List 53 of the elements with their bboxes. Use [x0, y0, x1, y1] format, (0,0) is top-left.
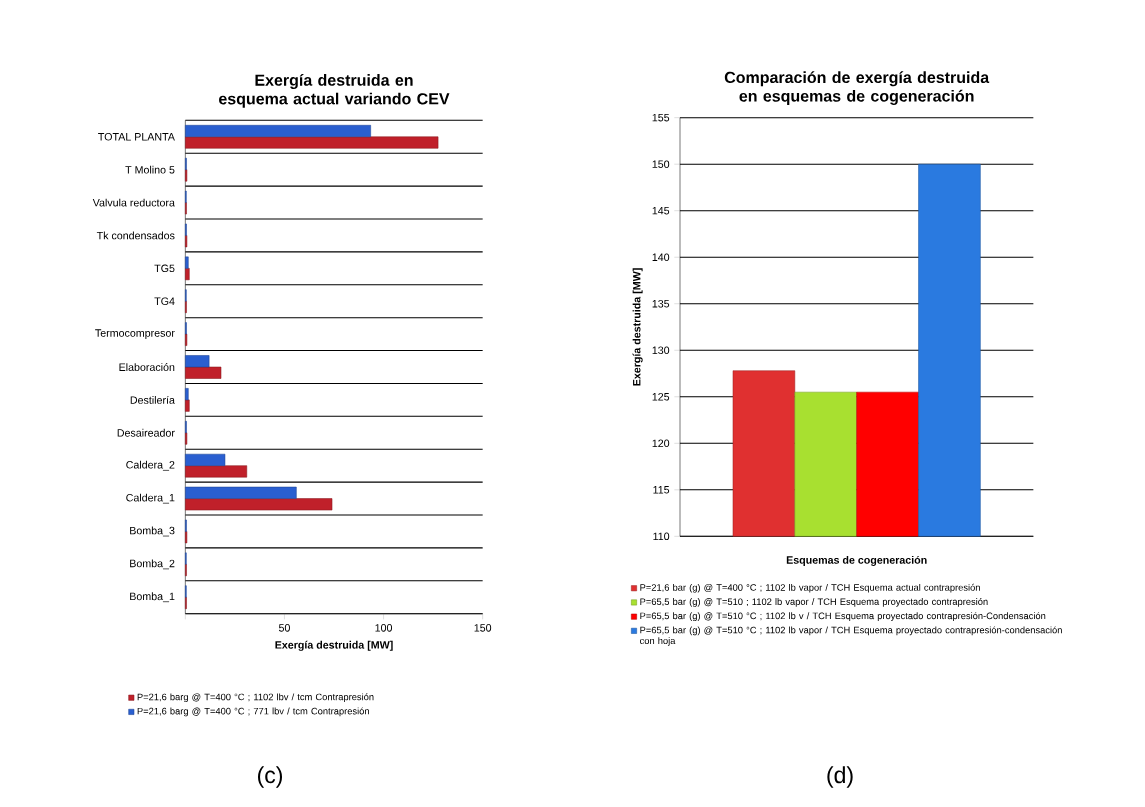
y-tick-label: Elaboración [119, 363, 175, 371]
y-tick-label: Valvula reductora [92, 198, 175, 207]
bar [185, 399, 190, 412]
bar [185, 465, 248, 478]
bar [185, 366, 222, 379]
y-tick-label: Tk condensados [96, 231, 175, 240]
y-tick-label: 140 [652, 253, 670, 261]
legend-label: P=65,5 bar (g) @ T=510 °C ; 1102 lb vapor / TCH Esquema proyectado contrapresión-condensación con hoja [640, 626, 1062, 646]
y-tick-label: 130 [652, 346, 670, 355]
y-tick-label: TOTAL PLANTA [98, 133, 175, 141]
y-tick-label: 120 [652, 439, 670, 448]
bar [185, 498, 333, 511]
y-tick-label: 115 [653, 486, 670, 494]
text: (d) [827, 766, 853, 788]
x-axis-title: Exergía destruida [MW] [275, 640, 393, 651]
y-tick-label: 135 [652, 299, 670, 308]
y-tick-label: Bomba_3 [130, 526, 175, 537]
legend-label: P=65,5 bar (g) @ T=510 °C ; 1102 lb v / TCH Esquema proyectado contrapresión-Condensación [640, 612, 1046, 622]
y-tick-label: Caldera_1 [126, 493, 175, 504]
text: (c) [257, 766, 283, 788]
legend-label: P=21,6 bar (g) @ T=400 °C ; 1102 lb vapor / TCH Esquema actual contrapresión [640, 583, 980, 593]
y-axis-title: Exergía destruida [MW] [632, 268, 643, 386]
x-axis-title: Esquemas de cogeneración [786, 555, 927, 566]
legend-label: P=65,5 bar (g) @ T=510 ; 1102 lb vapor / TCH Esquema proyectado contrapresión [640, 598, 988, 607]
y-tick-label: Destilería [130, 395, 175, 404]
y-tick-label: Bomba_2 [130, 559, 175, 570]
y-tick-label: T Molino 5 [125, 165, 175, 174]
y-tick-label: Desaireador [117, 428, 175, 437]
y-tick-label: Termocompresor [95, 329, 175, 339]
bar [185, 486, 297, 499]
y-tick-label: Bomba_1 [130, 592, 175, 603]
y-tick-label: TG5 [154, 264, 175, 273]
y-tick-label: 145 [652, 206, 670, 215]
y-tick-label: 125 [652, 393, 670, 401]
chart-title: Comparación de exergía destruida en esquemas de cogeneración [724, 71, 990, 105]
y-tick-label: TG4 [154, 297, 175, 305]
legend-label: P=21,6 barg @ T=400 °C ; 1102 lbv / tcm Contrapresión [137, 693, 374, 703]
x-tick-label: 100 [375, 624, 393, 632]
bar [185, 256, 189, 269]
bar [185, 388, 189, 401]
legend-label: P=21,6 barg @ T=400 °C ; 771 lbv / tcm Contrapresión [137, 707, 369, 717]
bar [185, 268, 190, 281]
y-tick-label: Caldera_2 [126, 460, 175, 471]
bar [185, 125, 371, 138]
bar [185, 136, 439, 149]
chart-title: Exergía destruida en esquema actual variando CEV [219, 73, 450, 108]
bar [185, 453, 226, 466]
y-tick-label: 150 [652, 160, 670, 168]
y-tick-label: 110 [653, 532, 670, 541]
x-tick-label: 150 [474, 624, 492, 632]
x-tick-label: 50 [278, 624, 290, 632]
y-tick-label: 155 [652, 113, 670, 122]
bar [185, 355, 210, 368]
